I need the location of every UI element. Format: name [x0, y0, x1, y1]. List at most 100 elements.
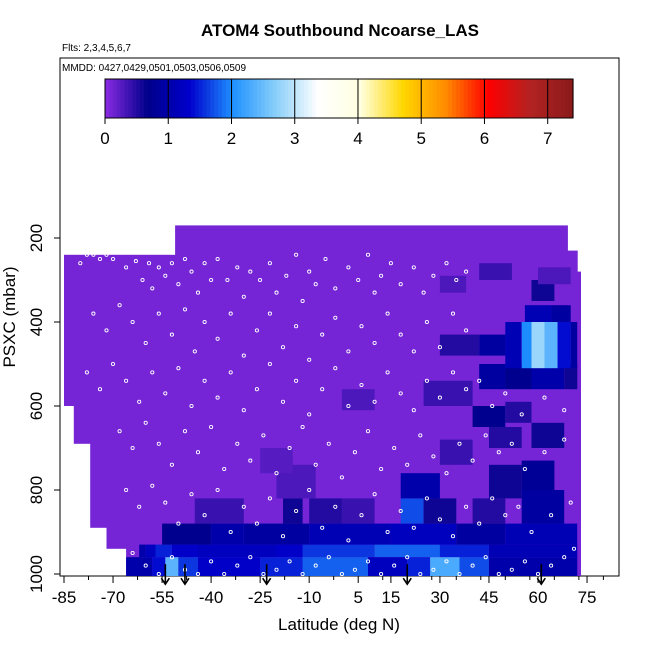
- colorbar-segment: [409, 79, 414, 118]
- colorbar-segment: [342, 79, 348, 118]
- sample-point: [549, 563, 554, 568]
- sample-point: [424, 496, 429, 501]
- heatmap-cell: [260, 557, 303, 576]
- colorbar-segment: [502, 79, 508, 118]
- colorbar-segment: [214, 79, 219, 118]
- sample-point: [78, 261, 83, 266]
- heatmap-cell: [439, 544, 489, 558]
- heatmap-cell: [531, 422, 565, 448]
- flight-marker-arrow: [402, 564, 412, 586]
- heatmap-cell: [152, 557, 166, 576]
- sample-point: [91, 311, 96, 316]
- heatmap-cell: [162, 523, 212, 545]
- heatmap-cell: [309, 523, 391, 545]
- sample-point: [372, 399, 377, 404]
- y-tick-label: 200: [27, 224, 46, 252]
- colorbar-segment: [202, 79, 207, 118]
- heatmap-cell: [155, 544, 172, 558]
- colorbar-segment: [323, 79, 328, 118]
- sample-point: [91, 252, 96, 257]
- sample-point: [307, 412, 312, 417]
- colorbar-segment: [534, 79, 539, 118]
- x-tick-label: 75: [578, 588, 597, 607]
- sample-point: [274, 471, 279, 476]
- sample-point: [228, 370, 233, 375]
- colorbar-segment: [452, 79, 457, 118]
- colorbar-segment: [561, 79, 566, 118]
- sample-point: [509, 441, 514, 446]
- flight-marker-arrow: [262, 564, 272, 586]
- x-tick-label: -55: [150, 588, 175, 607]
- colorbar-segment: [448, 79, 453, 118]
- sample-point: [571, 546, 577, 551]
- colorbar-segment: [350, 79, 356, 118]
- sample-point: [294, 324, 299, 329]
- sample-point: [398, 332, 403, 337]
- colorbar-segment: [569, 79, 574, 118]
- y-axis: 200 400 600 800 1000: [27, 224, 60, 593]
- colorbar-segment: [171, 79, 176, 118]
- sample-point: [110, 256, 116, 262]
- sample-point: [215, 336, 220, 341]
- colorbar-segment: [378, 79, 383, 118]
- sample-point: [431, 454, 436, 459]
- sample-point: [356, 277, 361, 283]
- x-axis: -85 -70 -55 -40 -25 -10 5 15 30 45 60 75: [52, 576, 604, 607]
- sample-point: [339, 475, 344, 480]
- colorbar-segment: [483, 79, 488, 118]
- sample-point: [241, 408, 246, 413]
- colorbar-tick-label: 3: [290, 129, 299, 148]
- heatmap-cell: [126, 557, 153, 576]
- heatmap-cell: [505, 523, 578, 545]
- sample-point: [431, 273, 436, 278]
- sample-point: [241, 294, 246, 299]
- sample-point: [189, 492, 194, 497]
- sample-point: [267, 311, 272, 316]
- colorbar-segment: [440, 79, 445, 118]
- colorbar-segment: [147, 79, 153, 118]
- heatmap-cell: [423, 498, 457, 524]
- colorbar-segment: [210, 79, 215, 118]
- heatmap-cell: [479, 263, 512, 280]
- sample-point: [320, 332, 325, 337]
- sample-point: [169, 462, 174, 467]
- colorbar-tick-label: 0: [100, 129, 109, 148]
- heatmap-cell: [489, 544, 578, 558]
- sample-point: [189, 269, 194, 274]
- sample-point: [339, 571, 344, 576]
- sample-point: [535, 571, 541, 576]
- heatmap-cell: [260, 448, 293, 474]
- heatmap-cell: [472, 406, 506, 427]
- colorbar-tick-label: 2: [227, 129, 236, 148]
- sample-point: [398, 508, 403, 514]
- sample-point: [333, 366, 338, 371]
- sample-point: [287, 445, 292, 451]
- sample-point: [437, 345, 442, 350]
- sample-point: [130, 550, 135, 556]
- sample-point: [490, 403, 495, 409]
- x-tick-label: 60: [529, 588, 548, 607]
- sample-point: [225, 277, 230, 283]
- heatmap-cell: [302, 557, 368, 576]
- sample-point: [398, 391, 403, 396]
- colorbar-segment: [132, 79, 137, 118]
- colorbar-segment: [335, 79, 340, 118]
- colorbar-segment: [163, 79, 168, 118]
- sample-point: [97, 256, 103, 262]
- sample-point: [235, 441, 240, 446]
- sample-point: [365, 252, 371, 257]
- x-tick-label: 45: [480, 588, 499, 607]
- sample-point: [522, 466, 527, 472]
- sample-point: [169, 555, 174, 560]
- sample-point: [195, 571, 201, 576]
- sample-point: [326, 555, 331, 560]
- heatmap-cell: [570, 322, 578, 369]
- heatmap-domain: [90, 254, 107, 528]
- colorbar-segment: [307, 79, 313, 118]
- colorbar-segment: [186, 79, 192, 118]
- colorbar-segment: [362, 79, 367, 118]
- colorbar-segment: [225, 79, 231, 118]
- heatmap-cell: [243, 523, 310, 545]
- sample-point: [411, 525, 416, 530]
- colorbar-segment: [428, 79, 434, 118]
